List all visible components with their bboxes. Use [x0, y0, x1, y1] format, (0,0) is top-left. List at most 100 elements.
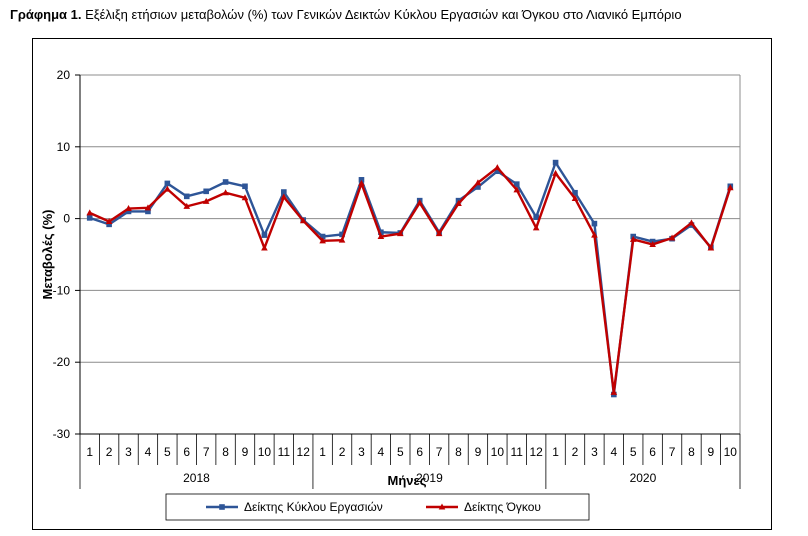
x-tick-label: 12	[529, 445, 543, 459]
data-point-volume	[474, 179, 482, 186]
data-point-volume	[668, 234, 676, 241]
data-point-turnover	[494, 168, 501, 175]
x-tick-label: 7	[669, 445, 676, 459]
x-tick-label: 6	[183, 445, 190, 459]
x-tick-label: 5	[397, 445, 404, 459]
series-line-2	[89, 166, 732, 394]
data-point-turnover	[475, 184, 481, 190]
data-point-turnover	[281, 189, 287, 195]
data-point-volume	[416, 199, 424, 206]
y-tick-label: -10	[53, 283, 71, 297]
data-point-volume	[183, 202, 191, 209]
data-point-turnover	[261, 232, 268, 238]
legend-marker-turnover	[219, 504, 225, 510]
x-tick-label: 3	[591, 445, 598, 459]
data-point-volume	[707, 244, 715, 251]
x-tick-label: 12	[297, 445, 311, 459]
x-tick-label: 7	[203, 445, 210, 459]
data-point-volume	[319, 237, 326, 244]
x-tick-label: 4	[378, 445, 385, 459]
data-point-turnover	[513, 181, 520, 187]
data-point-volume	[241, 194, 249, 201]
data-point-volume	[591, 231, 598, 238]
x-tick-label: 6	[649, 445, 656, 459]
data-point-turnover	[106, 221, 112, 228]
data-point-turnover	[164, 180, 171, 187]
data-point-volume	[105, 217, 113, 224]
data-point-volume	[280, 193, 288, 200]
data-point-volume	[455, 200, 462, 207]
data-point-turnover	[183, 193, 190, 200]
x-tick-label: 8	[222, 445, 229, 459]
data-point-volume	[396, 230, 404, 237]
data-point-volume	[649, 240, 656, 247]
x-tick-label: 10	[258, 445, 272, 459]
legend-marker-volume	[438, 503, 446, 510]
x-tick-label: 5	[630, 445, 637, 459]
x-tick-label: 1	[319, 445, 326, 459]
y-axis-title: Μεταβολές (%)	[40, 210, 55, 300]
x-tick-label: 11	[278, 445, 291, 459]
x-tick-label: 3	[125, 445, 132, 459]
data-point-turnover	[533, 214, 539, 220]
chart-title: Γράφημα 1. Εξέλιξη ετήσιων μεταβολών (%)…	[10, 7, 682, 22]
data-point-volume	[222, 189, 229, 196]
data-point-turnover	[339, 231, 345, 238]
y-tick-label: 0	[63, 212, 70, 226]
data-point-turnover	[242, 183, 248, 190]
data-point-turnover	[378, 229, 384, 236]
x-tick-label: 1	[86, 445, 93, 459]
data-point-volume	[532, 224, 540, 231]
data-point-volume	[164, 185, 171, 192]
x-tick-label: 2	[106, 445, 113, 459]
data-point-volume	[513, 186, 521, 193]
data-point-turnover	[591, 220, 598, 227]
x-tick-label: 11	[511, 445, 524, 459]
data-point-turnover	[125, 208, 132, 215]
data-point-volume	[202, 197, 210, 204]
data-point-turnover	[552, 159, 559, 166]
data-point-volume	[494, 164, 501, 171]
x-tick-label: 5	[164, 445, 171, 459]
x-axis-title: Μήνες	[388, 473, 427, 488]
legend-label-2: Δείκτης Όγκου	[464, 500, 541, 514]
chart-title-text: Εξέλιξη ετήσιων μεταβολών (%) των Γενικώ…	[81, 7, 682, 22]
x-tick-label: 9	[242, 445, 249, 459]
year-label: 2018	[183, 471, 210, 485]
data-point-volume	[610, 388, 618, 395]
data-point-volume	[726, 184, 734, 191]
data-point-turnover	[222, 179, 229, 185]
data-point-volume	[377, 233, 385, 240]
x-tick-label: 10	[724, 445, 738, 459]
data-point-volume	[261, 244, 268, 251]
data-point-volume	[86, 209, 94, 216]
x-tick-label: 2	[339, 445, 346, 459]
data-point-turnover	[572, 189, 578, 196]
data-point-turnover	[358, 177, 365, 183]
data-point-volume	[125, 205, 132, 212]
data-point-turnover	[203, 188, 209, 195]
x-tick-label: 7	[436, 445, 443, 459]
data-point-volume	[338, 236, 346, 243]
x-tick-label: 8	[688, 445, 695, 459]
data-point-turnover	[319, 233, 326, 240]
x-tick-label: 6	[416, 445, 423, 459]
data-point-turnover	[86, 215, 93, 221]
data-point-volume	[552, 169, 559, 176]
chart-title-prefix: Γράφημα 1.	[10, 7, 82, 22]
x-tick-label: 9	[475, 445, 482, 459]
legend-label-1: Δείκτης Κύκλου Εργασιών	[244, 500, 383, 514]
y-tick-label: -20	[53, 355, 71, 369]
data-point-volume	[629, 235, 637, 242]
data-point-volume	[435, 230, 443, 237]
x-tick-label: 9	[708, 445, 715, 459]
year-label: 2020	[630, 471, 657, 485]
x-tick-label: 10	[491, 445, 505, 459]
chart-frame	[32, 38, 772, 530]
y-tick-label: -30	[53, 427, 71, 441]
data-point-volume	[144, 204, 152, 211]
x-tick-label: 8	[455, 445, 462, 459]
data-point-turnover	[145, 208, 151, 215]
y-tick-label: 10	[57, 140, 71, 154]
